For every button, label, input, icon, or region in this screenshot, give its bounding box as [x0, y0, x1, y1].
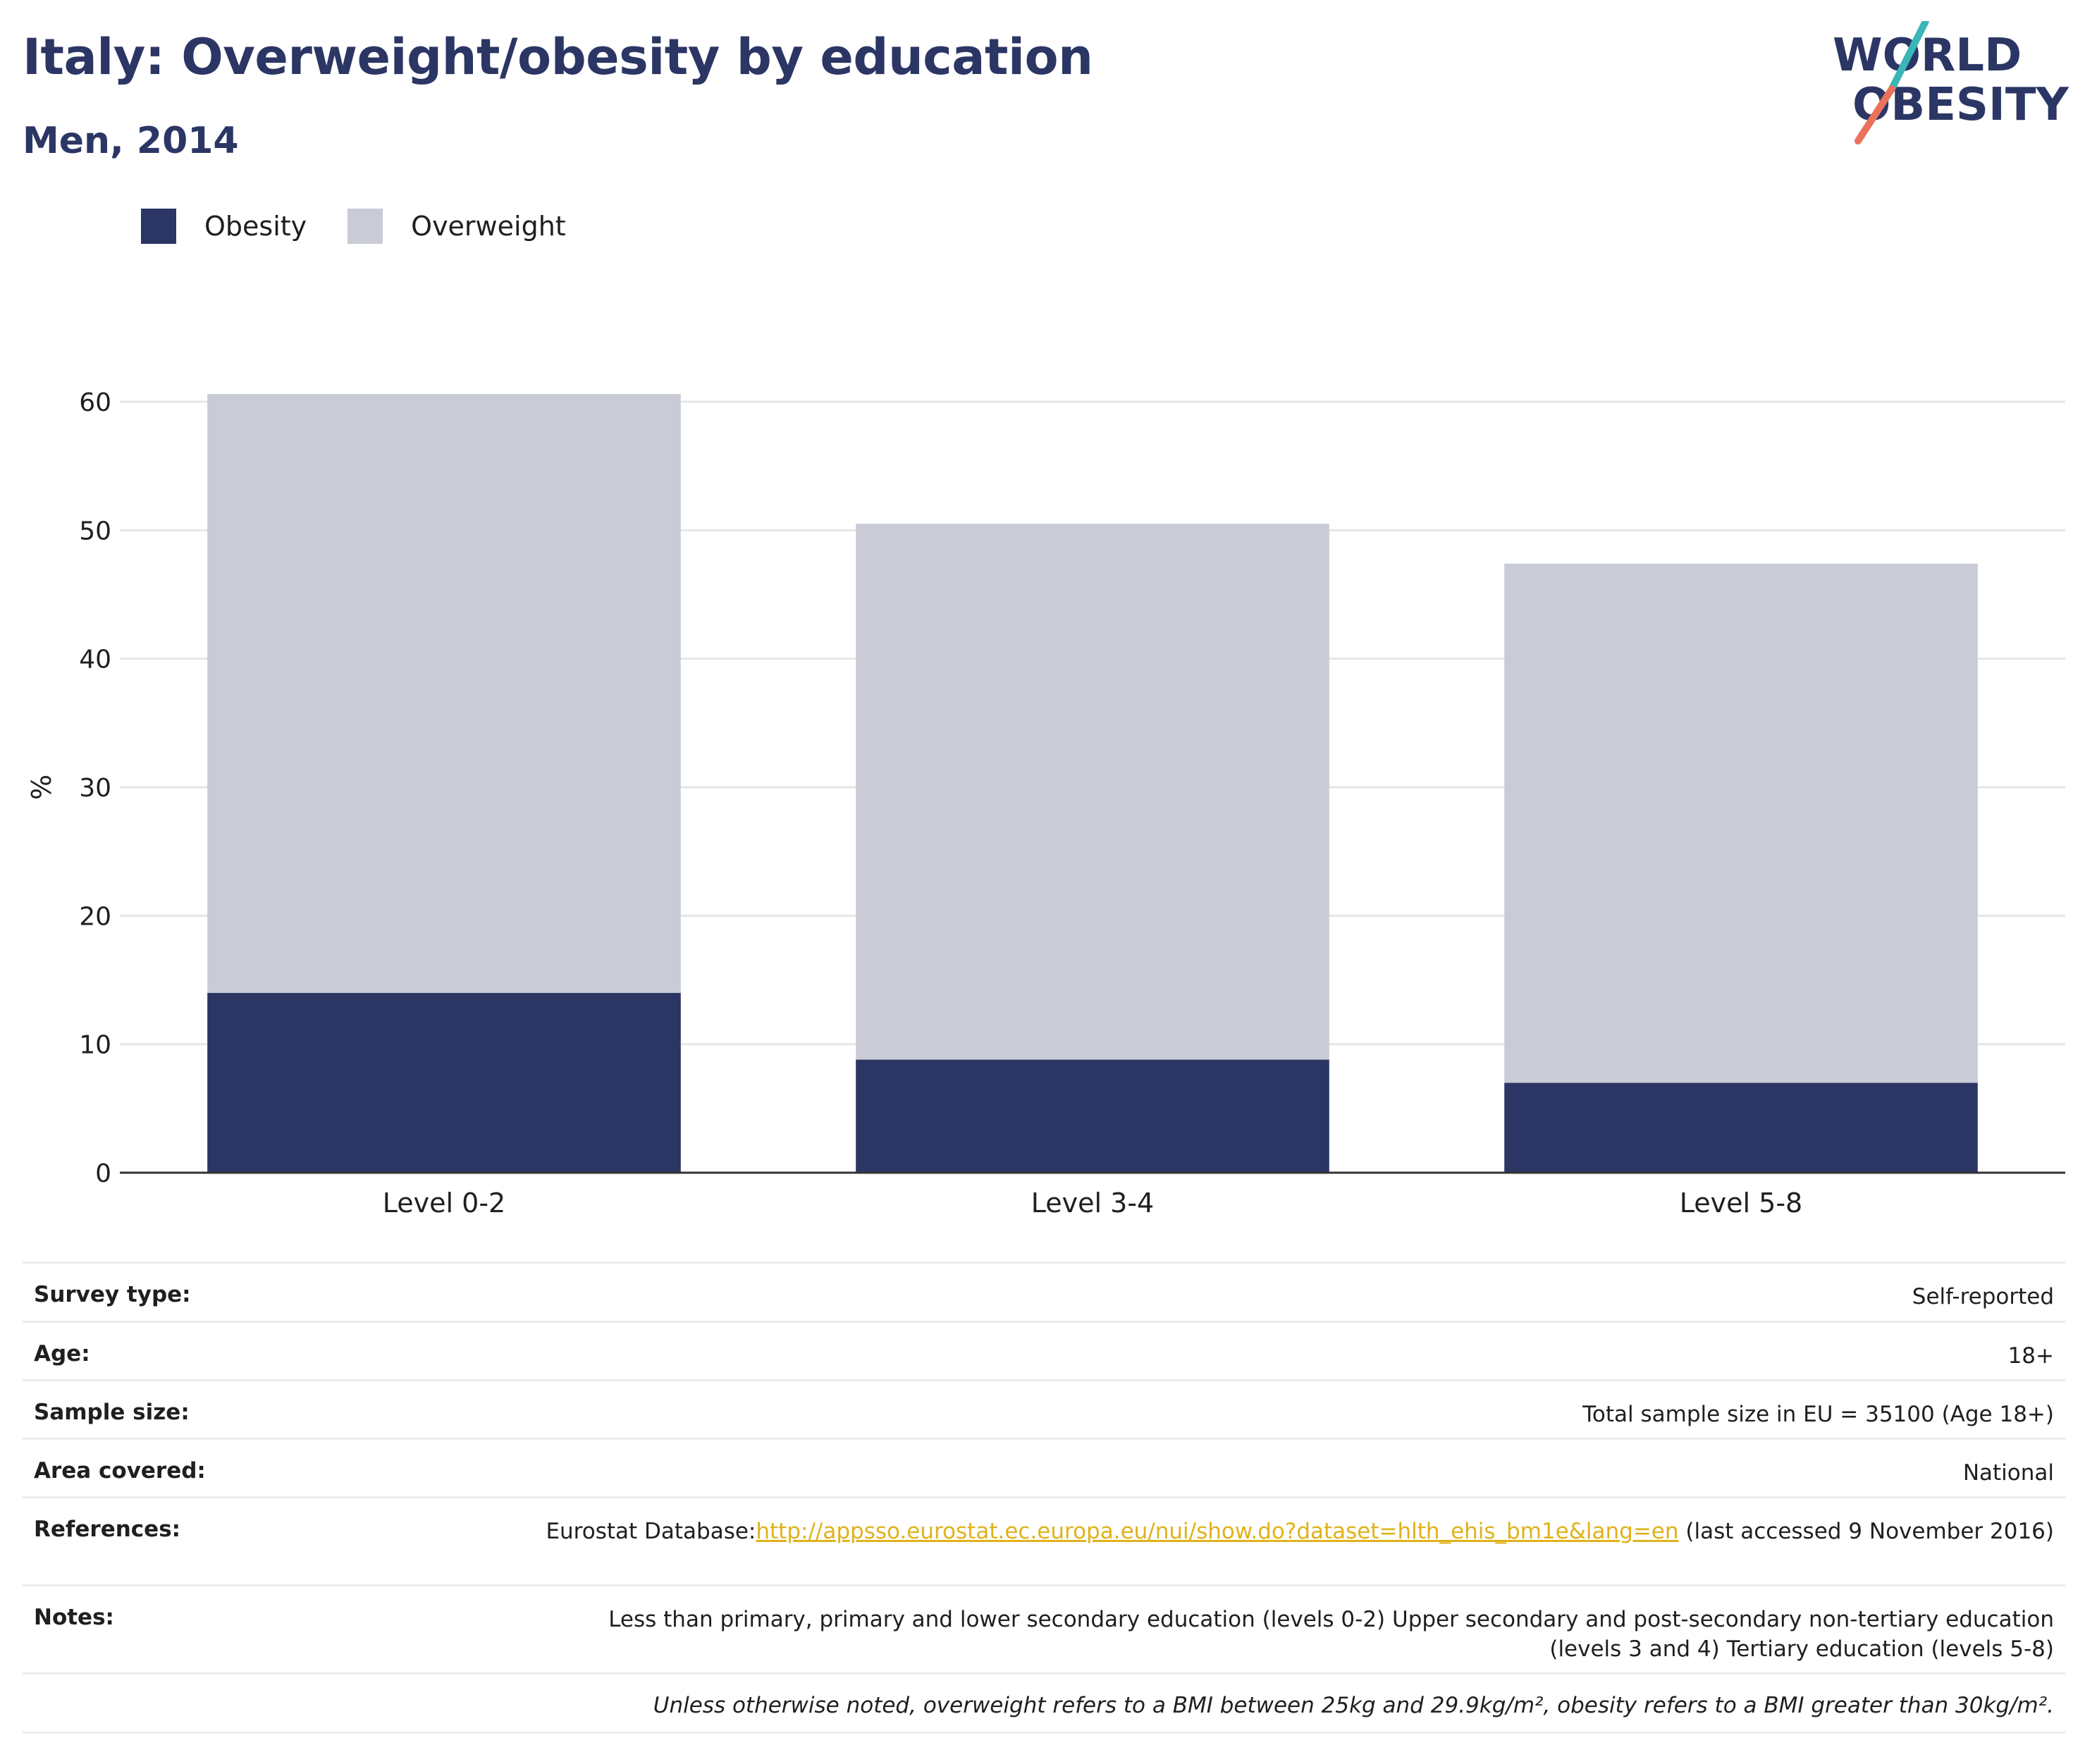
y-tick-label: 20 [79, 902, 111, 931]
bar-overweight-1 [207, 394, 681, 993]
chart-subtitle: Men, 2014 [23, 120, 239, 162]
info-row-references: References: Eurostat Database:http://app… [23, 1496, 2065, 1584]
info-row-sample-size: Sample size: Total sample size in EU = 3… [23, 1379, 2065, 1438]
legend-label-overweight: Overweight [411, 211, 566, 242]
bar-obesity-2 [856, 1059, 1329, 1173]
references-value: Eurostat Database:http://appsso.eurostat… [546, 1517, 2054, 1546]
bmi-footnote: Unless otherwise noted, overweight refer… [653, 1693, 2054, 1718]
bar-overweight-2 [856, 524, 1329, 1060]
references-link[interactable]: http://appsso.eurostat.ec.europa.eu/nui/… [756, 1519, 1679, 1544]
info-row-age: Age: 18+ [23, 1321, 2065, 1379]
y-tick-label: 30 [79, 774, 111, 803]
legend-swatch-overweight [348, 209, 383, 244]
page-title: Italy: Overweight/obesity by education [23, 28, 1093, 86]
age-value: 18+ [2007, 1343, 2054, 1369]
info-row-notes: Notes: Less than primary, primary and lo… [23, 1584, 2065, 1672]
sample-size-value: Total sample size in EU = 35100 (Age 18+… [1582, 1402, 2054, 1427]
y-axis-title: % [26, 775, 57, 800]
y-tick-label: 10 [79, 1031, 111, 1060]
x-category-label: Level 3-4 [1031, 1188, 1154, 1219]
y-tick-label: 60 [79, 388, 111, 417]
info-row-footnote: Unless otherwise noted, overweight refer… [23, 1672, 2065, 1732]
legend-item-obesity[interactable]: Obesity [141, 209, 307, 244]
y-tick-label: 50 [79, 517, 111, 545]
survey-info-table: Survey type: Self-reported Age: 18+ Samp… [23, 1262, 2065, 1734]
sample-size-label: Sample size: [34, 1400, 190, 1425]
survey-type-label: Survey type: [34, 1282, 191, 1307]
area-covered-label: Area covered: [34, 1458, 206, 1484]
references-prefix: Eurostat Database: [546, 1519, 756, 1544]
references-suffix: (last accessed 9 November 2016) [1678, 1519, 2054, 1544]
chart-legend: Obesity Overweight [141, 209, 607, 244]
area-covered-value: National [1962, 1460, 2054, 1486]
references-label: References: [34, 1517, 181, 1542]
survey-type-value: Self-reported [1912, 1284, 2054, 1309]
table-bottom-rule [23, 1732, 2065, 1734]
y-tick-label: 0 [95, 1159, 111, 1188]
x-category-label: Level 5-8 [1680, 1188, 1802, 1219]
bar-obesity-1 [207, 992, 681, 1173]
notes-label: Notes: [34, 1605, 114, 1630]
y-tick-label: 40 [79, 646, 111, 674]
legend-label-obesity: Obesity [204, 211, 307, 242]
logo-slash-coral [1855, 85, 1895, 144]
legend-item-overweight[interactable]: Overweight [348, 209, 566, 244]
legend-swatch-obesity [141, 209, 176, 244]
bar-obesity-3 [1504, 1083, 1978, 1173]
stacked-bar-chart: 0 10 20 30 40 50 60% Level 0-2 Level 3-4 Level 5-… [26, 388, 2065, 1219]
info-row-survey-type: Survey type: Self-reported [23, 1262, 2065, 1321]
notes-value: Less than primary, primary and lower sec… [608, 1607, 2054, 1662]
world-obesity-logo: WORLD OBESITY [1833, 21, 2069, 144]
logo-word-world: WORLD [1833, 30, 2022, 82]
age-label: Age: [34, 1341, 90, 1367]
x-category-label: Level 0-2 [383, 1188, 505, 1219]
logo-slash-teal [1888, 21, 1929, 92]
bar-overweight-3 [1504, 563, 1978, 1083]
info-row-area-covered: Area covered: National [23, 1438, 2065, 1496]
